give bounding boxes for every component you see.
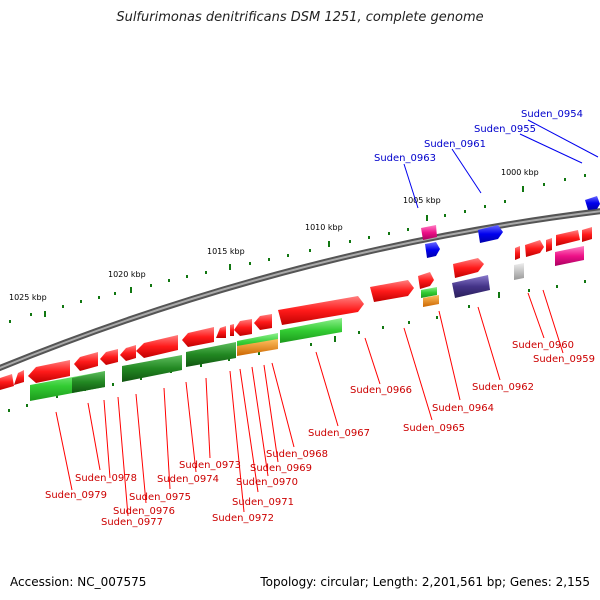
cog-segment: [555, 246, 584, 266]
gene-arrow: [556, 230, 580, 246]
gene-arrow: [515, 246, 520, 260]
gene-label-suden-0969: Suden_0969: [250, 463, 312, 474]
gene-label-suden-0975: Suden_0975: [129, 492, 191, 503]
gene-arrow: [453, 258, 484, 278]
gene-label-suden-0961: Suden_0961: [424, 139, 486, 150]
gene-arrow: [234, 319, 252, 336]
gene-arrow: [100, 349, 118, 365]
gene-label-suden-0962: Suden_0962: [472, 382, 534, 393]
gene-label-suden-0966: Suden_0966: [350, 385, 412, 396]
kbp-label-1020: 1020 kbp: [108, 270, 146, 279]
reverse-genes: [0, 314, 272, 390]
gene-rna: [421, 225, 437, 240]
cog-segment: [186, 342, 236, 367]
gene-arrow: [14, 370, 24, 385]
gene-label-suden-0955: Suden_0955: [474, 124, 536, 135]
gene-arrow: [582, 227, 592, 242]
cog-segment: [452, 275, 490, 298]
blue-gene-labels: Suden_0954 Suden_0955 Suden_0961 Suden_0…: [374, 109, 583, 164]
cog-segment: [423, 295, 439, 307]
kbp-label-1000: 1000 kbp: [501, 168, 539, 177]
kbp-labels: 1000 kbp 1005 kbp 1010 kbp 1015 kbp 1020…: [9, 168, 539, 302]
gene-label-suden-0973: Suden_0973: [179, 460, 241, 471]
red-gene-labels: Suden_0960 Suden_0959 Suden_0962 Suden_0…: [45, 340, 595, 528]
gene-arrow: [525, 240, 544, 257]
cog-segment: [280, 318, 342, 343]
gene-arrow: [120, 345, 136, 361]
kbp-label-1010: 1010 kbp: [305, 223, 343, 232]
gene-arrow-suden-0955: [585, 196, 600, 210]
kbp-label-1015: 1015 kbp: [207, 247, 245, 256]
gene-arrow: [182, 327, 214, 347]
cog-segment: [514, 263, 524, 280]
gene-label-suden-0959: Suden_0959: [533, 354, 595, 365]
gene-arrow: [418, 272, 434, 289]
cog-segment: [421, 287, 437, 298]
accession-text: Accession: NC_007575: [10, 575, 147, 589]
blue-leaders: [403, 119, 599, 209]
gene-label-suden-0970: Suden_0970: [236, 477, 298, 488]
cog-segment: [72, 371, 105, 393]
gene-arrow: [28, 360, 70, 383]
gene-arrow: [370, 280, 414, 302]
genome-backbone: [0, 208, 600, 372]
cog-segments: [30, 246, 584, 401]
gene-arrow: [230, 324, 234, 336]
gene-arrow: [254, 314, 272, 330]
kbp-label-1025: 1025 kbp: [9, 293, 47, 302]
gene-arrow: [546, 238, 552, 252]
gene-arrow: [278, 296, 364, 325]
gene-label-suden-0963: Suden_0963: [374, 153, 436, 164]
tick-track: [8, 174, 586, 412]
gene-arrow-suden-0961: [478, 225, 503, 243]
gene-label-suden-0965: Suden_0965: [403, 423, 465, 434]
gene-label-suden-0979: Suden_0979: [45, 490, 107, 501]
gene-label-suden-0968: Suden_0968: [266, 449, 328, 460]
gene-arrow: [74, 352, 98, 371]
kbp-label-1005: 1005 kbp: [403, 196, 441, 205]
gene-arrow-suden-0963: [425, 242, 440, 258]
gene-arrow: [0, 374, 14, 390]
map-title: Sulfurimonas denitrificans DSM 1251, com…: [116, 10, 484, 25]
gene-arrow: [136, 335, 178, 358]
gene-label-suden-0967: Suden_0967: [308, 428, 370, 439]
forward-genes: [278, 227, 592, 325]
gene-label-suden-0974: Suden_0974: [157, 474, 219, 485]
cog-segment: [122, 355, 182, 382]
gene-label-suden-0976: Suden_0976: [113, 506, 175, 517]
cog-segment: [237, 339, 278, 356]
gene-label-suden-0964: Suden_0964: [432, 403, 494, 414]
gene-arrow: [216, 326, 226, 338]
genome-summary-text: Topology: circular; Length: 2,201,561 bp…: [260, 575, 590, 589]
gene-label-suden-0978: Suden_0978: [75, 473, 137, 484]
highlight-genes: [421, 196, 600, 258]
outer-ticks: [9, 174, 586, 323]
gene-label-suden-0954: Suden_0954: [521, 109, 583, 120]
red-leaders: [55, 289, 564, 517]
gene-label-suden-0972: Suden_0972: [212, 513, 274, 524]
gene-label-suden-0960: Suden_0960: [512, 340, 574, 351]
gene-label-suden-0971: Suden_0971: [232, 497, 294, 508]
gene-label-suden-0977: Suden_0977: [101, 517, 163, 528]
